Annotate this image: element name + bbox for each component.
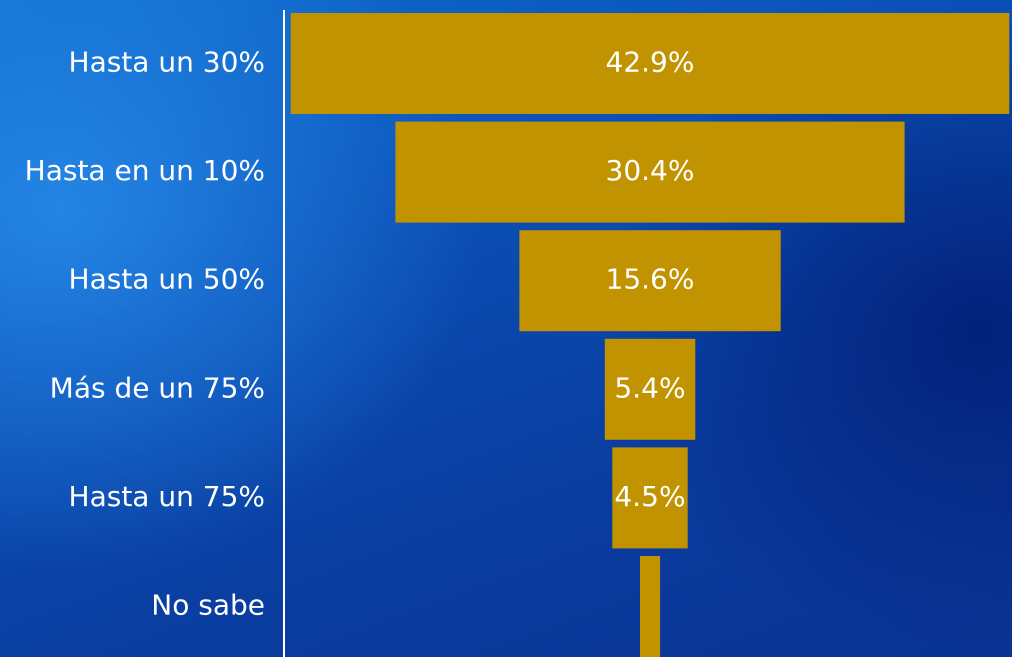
funnel-bar [604,338,696,440]
funnel-bar [612,447,688,549]
funnel-bar [640,556,661,657]
value-label: 30.4% [606,154,695,187]
funnel-bar [519,230,781,332]
value-labels-layer: 42.9% 30.4% 15.6% 5.4% 4.5% [606,46,695,513]
category-label: Hasta un 30% [69,46,265,79]
value-label: 15.6% [606,263,695,296]
value-label: 42.9% [606,46,695,79]
value-label: 4.5% [614,480,685,513]
funnel-bar [290,13,1010,114]
category-label: Hasta en un 10% [25,154,265,187]
category-label: No sabe [151,589,265,622]
value-label: 5.4% [614,371,685,404]
funnel-bar [395,121,905,223]
category-label: Hasta un 50% [69,263,265,296]
category-label: Hasta un 75% [69,480,265,513]
category-labels-layer: Hasta un 30% Hasta en un 10% Hasta un 50% M… [25,46,265,622]
bars-layer [290,13,1010,657]
category-label: Más de un 75% [50,371,265,404]
